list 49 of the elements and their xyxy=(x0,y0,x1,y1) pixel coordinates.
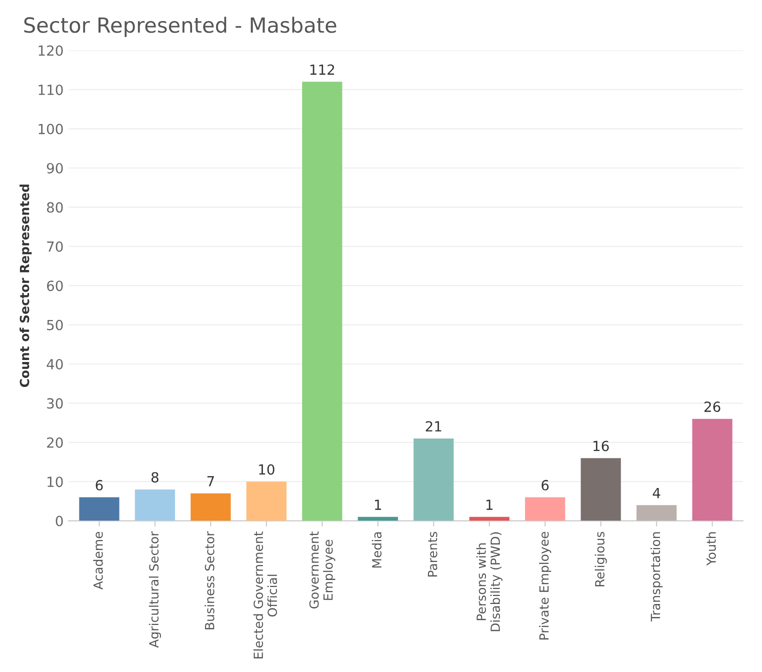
data-label: 16 xyxy=(594,440,609,452)
bar xyxy=(692,418,732,521)
bar xyxy=(525,497,566,521)
bar xyxy=(414,438,454,521)
y-tick-label: 40 xyxy=(46,358,63,370)
x-tick-label: Elected Government Official xyxy=(253,532,278,658)
bar xyxy=(302,82,342,521)
y-tick-label: 30 xyxy=(47,398,63,409)
data-label: 6 xyxy=(542,480,549,490)
data-label: 1 xyxy=(375,500,382,510)
y-tick-label: 90 xyxy=(46,162,63,174)
data-label: 8 xyxy=(151,472,158,483)
y-tick-label: 80 xyxy=(46,202,63,213)
y-tick-label: 110 xyxy=(38,84,63,96)
x-tick-label: Media xyxy=(372,532,382,568)
y-tick-label: 10 xyxy=(48,476,63,488)
data-label: 6 xyxy=(96,480,103,490)
x-tick-label: Persons with Disability (PWD) xyxy=(476,532,502,632)
chart-title: Sector Represented - Masbate xyxy=(24,16,336,37)
y-tick-label: 0 xyxy=(56,516,63,526)
x-tick-label: Government Employee xyxy=(309,532,336,608)
data-label: 7 xyxy=(207,476,214,486)
y-tick-label: 100 xyxy=(38,124,63,134)
x-tick-label: Transportation xyxy=(650,532,663,622)
x-tick-label: Private Employee xyxy=(539,532,552,640)
bar xyxy=(246,482,286,521)
x-tick-label: Agricultural Sector xyxy=(148,531,162,648)
data-label: 112 xyxy=(310,64,334,75)
data-label: 10 xyxy=(259,464,274,475)
x-tick-label: Parents xyxy=(428,532,438,577)
x-tick-label: Religious xyxy=(594,532,607,586)
bar xyxy=(134,489,176,521)
y-tick-label: 60 xyxy=(47,280,63,292)
data-label: 1 xyxy=(486,500,492,510)
y-tick-label: 20 xyxy=(47,437,63,448)
bar xyxy=(636,505,677,521)
data-label: 4 xyxy=(652,488,660,498)
y-tick-label: 70 xyxy=(47,241,63,252)
y-axis-title: Count of Sector Represented xyxy=(20,184,32,388)
data-label: 21 xyxy=(426,421,442,432)
x-tick-label: Business Sector xyxy=(204,531,214,630)
y-tick-label: 120 xyxy=(38,45,63,56)
bar xyxy=(580,458,621,521)
bar xyxy=(79,497,120,521)
x-tick-label: Academe xyxy=(93,532,103,590)
bar xyxy=(190,493,231,521)
y-tick-label: 50 xyxy=(47,320,63,330)
x-tick-label: Youth xyxy=(706,532,716,566)
data-label: 26 xyxy=(704,402,720,412)
